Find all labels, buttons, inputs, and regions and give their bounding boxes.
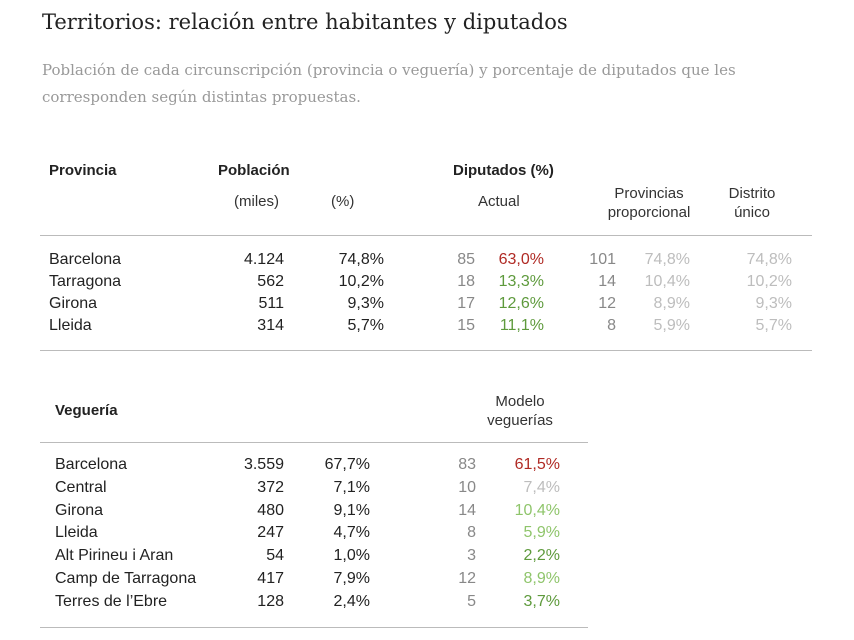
current-seat-pct: 13,3% bbox=[498, 273, 544, 290]
vegueria-seat-pct: 5,9% bbox=[523, 524, 560, 542]
current-seats: 18 bbox=[457, 273, 475, 290]
population-pct: 4,7% bbox=[333, 524, 370, 542]
proportional-seat-pct: 8,9% bbox=[653, 295, 690, 312]
province-name: Tarragona bbox=[49, 273, 122, 290]
population-pct: 74,8% bbox=[338, 251, 384, 268]
col-miles: (miles) bbox=[234, 193, 279, 210]
proportional-seat-pct: 5,9% bbox=[653, 317, 690, 334]
vegueria-seat-pct: 8,9% bbox=[523, 570, 560, 587]
vegueria-seats: 12 bbox=[458, 570, 476, 587]
population-thousands: 128 bbox=[257, 592, 284, 610]
single-district-pct: 9,3% bbox=[755, 295, 792, 312]
col-actual: Actual bbox=[478, 193, 520, 210]
vegueria-seat-pct: 61,5% bbox=[514, 456, 560, 473]
col-distrito-unico: Distrito único bbox=[728, 185, 776, 221]
col-modelo-vegueries: Modelo veguerías bbox=[487, 393, 553, 429]
divider bbox=[40, 442, 588, 443]
population-thousands: 417 bbox=[257, 570, 284, 587]
col-poblacion: Población bbox=[218, 162, 290, 179]
current-seats: 85 bbox=[457, 251, 475, 268]
vegueria-seats: 14 bbox=[458, 501, 476, 519]
population-pct: 10,2% bbox=[338, 273, 384, 290]
vegueria-name: Camp de Tarragona bbox=[55, 570, 197, 587]
current-seat-pct: 11,1% bbox=[499, 317, 544, 334]
province-name: Lleida bbox=[49, 317, 92, 334]
divider bbox=[40, 350, 812, 351]
proportional-seat-pct: 10,4% bbox=[644, 273, 690, 290]
vegueria-seats: 10 bbox=[458, 478, 476, 496]
vegueria-name: Barcelona bbox=[55, 456, 128, 473]
vegueria-name: Terres de l’Ebre bbox=[55, 592, 168, 610]
col-provincias-proporcional: Provincias proporcional bbox=[607, 185, 691, 221]
vegueria-seat-pct: 7,4% bbox=[523, 478, 560, 496]
vegueria-seat-pct: 2,2% bbox=[523, 547, 560, 565]
vegueria-name: Central bbox=[55, 478, 107, 496]
vegueria-seats: 5 bbox=[467, 592, 476, 610]
col-diputados: Diputados (%) bbox=[453, 162, 554, 179]
divider bbox=[40, 235, 812, 236]
proportional-seats: 14 bbox=[598, 273, 616, 290]
vegueria-name: Alt Pirineu i Aran bbox=[55, 547, 174, 565]
col-vegueria: Veguería bbox=[55, 402, 118, 419]
proportional-seats: 8 bbox=[607, 317, 616, 334]
province-name: Barcelona bbox=[49, 251, 122, 268]
proportional-seats: 101 bbox=[589, 251, 616, 268]
population-thousands: 372 bbox=[257, 478, 284, 496]
population-pct: 2,4% bbox=[333, 592, 370, 610]
population-thousands: 480 bbox=[257, 501, 284, 519]
vegueria-name: Girona bbox=[55, 501, 104, 519]
population-thousands: 4.124 bbox=[243, 251, 284, 268]
vegueria-seat-pct: 10,4% bbox=[514, 501, 560, 519]
population-pct: 1,0% bbox=[333, 547, 370, 565]
population-pct: 5,7% bbox=[347, 317, 384, 334]
divider bbox=[40, 627, 588, 628]
single-district-pct: 74,8% bbox=[746, 251, 792, 268]
current-seat-pct: 12,6% bbox=[498, 295, 544, 312]
population-thousands: 3.559 bbox=[243, 456, 284, 473]
vegueria-seats: 3 bbox=[467, 547, 476, 565]
current-seats: 15 bbox=[457, 317, 475, 334]
population-thousands: 54 bbox=[266, 547, 284, 565]
vegueria-name: Lleida bbox=[55, 524, 98, 542]
population-thousands: 247 bbox=[257, 524, 284, 542]
population-thousands: 314 bbox=[257, 317, 284, 334]
vegueria-seats: 8 bbox=[467, 524, 476, 542]
population-pct: 9,1% bbox=[333, 501, 370, 519]
col-pct: (%) bbox=[331, 193, 355, 210]
population-thousands: 562 bbox=[257, 273, 284, 290]
proportional-seats: 12 bbox=[598, 295, 616, 312]
vegueria-seat-pct: 3,7% bbox=[523, 592, 560, 610]
population-pct: 7,1% bbox=[333, 478, 370, 496]
current-seat-pct: 63,0% bbox=[498, 251, 544, 268]
single-district-pct: 5,7% bbox=[755, 317, 792, 334]
population-pct: 9,3% bbox=[347, 295, 384, 312]
vegueria-seats: 83 bbox=[458, 456, 476, 473]
col-provincia: Provincia bbox=[49, 162, 117, 179]
population-pct: 7,9% bbox=[333, 570, 370, 587]
population-thousands: 511 bbox=[258, 295, 284, 312]
proportional-seat-pct: 74,8% bbox=[644, 251, 690, 268]
current-seats: 17 bbox=[457, 295, 475, 312]
province-name: Girona bbox=[49, 295, 98, 312]
subtitle: Población de cada circunscripción (provi… bbox=[42, 61, 736, 106]
population-pct: 67,7% bbox=[324, 456, 370, 473]
single-district-pct: 10,2% bbox=[746, 273, 792, 290]
page-title: Territorios: relación entre habitantes y… bbox=[42, 10, 568, 34]
